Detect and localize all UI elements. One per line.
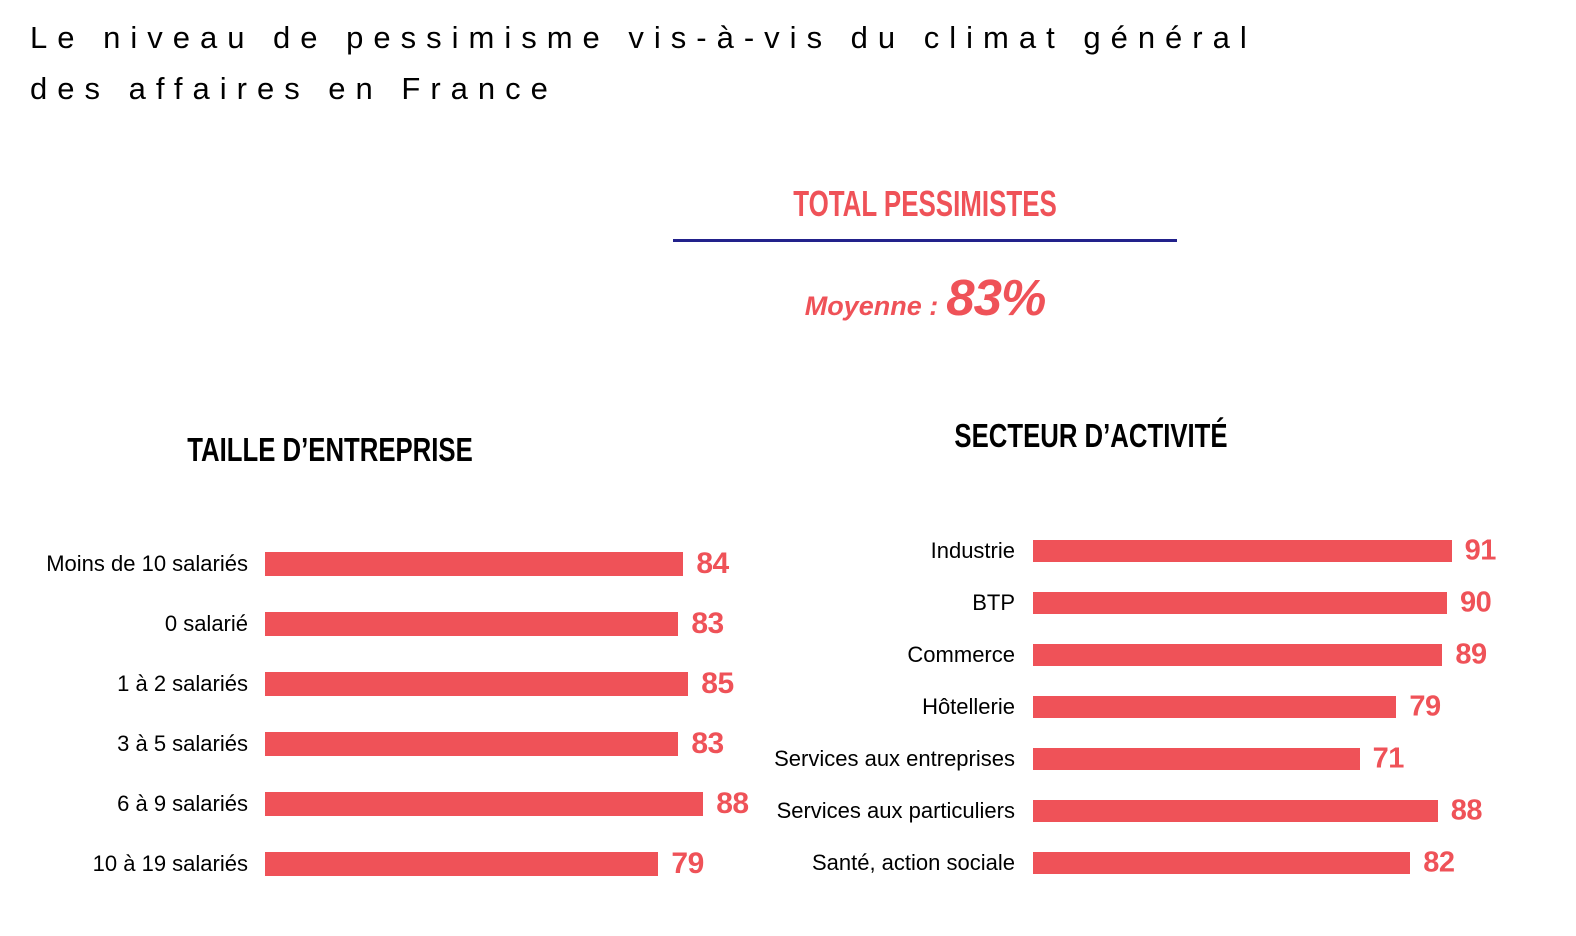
bar-label: Commerce <box>907 642 1015 667</box>
divider-line <box>673 239 1177 242</box>
chart-taille-entreprise: TAILLE D’ENTREPRISE Moins de 10 salariés… <box>30 430 775 894</box>
chart-title-secteur-activite: SECTEUR D’ACTIVITÉ <box>954 417 1228 454</box>
bar-label: Services aux particuliers <box>776 798 1015 823</box>
bar <box>265 852 659 876</box>
bar <box>1033 696 1397 718</box>
bar-row: 3 à 5 salariés 83 <box>30 714 775 774</box>
bar <box>1033 800 1438 822</box>
bar <box>265 612 679 636</box>
bar <box>1033 748 1360 770</box>
average-row: Moyenne : 83% <box>655 268 1195 327</box>
bar <box>265 672 689 696</box>
bar-label: BTP <box>972 590 1015 615</box>
bar-value: 71 <box>1372 742 1405 775</box>
bar-row: Hôtellerie 79 <box>770 681 1570 733</box>
bar <box>265 552 684 576</box>
bar-value: 88 <box>716 787 749 820</box>
bar-label: 1 à 2 salariés <box>117 671 248 696</box>
bar-label: 3 à 5 salariés <box>117 731 248 756</box>
bar-value: 83 <box>691 607 724 640</box>
average-label: Moyenne : <box>804 291 939 321</box>
bar-value: 85 <box>701 667 734 700</box>
bar-label: Services aux entreprises <box>774 746 1015 771</box>
bar-row: 10 à 19 salariés 79 <box>30 834 775 894</box>
bar-row: 6 à 9 salariés 88 <box>30 774 775 834</box>
bar-row: 1 à 2 salariés 85 <box>30 654 775 714</box>
bar-row: Moins de 10 salariés 84 <box>30 534 775 594</box>
bar-row: Commerce 89 <box>770 629 1570 681</box>
bar-row: Industrie 91 <box>770 525 1570 577</box>
bar <box>265 732 679 756</box>
bar-row: Services aux particuliers 88 <box>770 785 1570 837</box>
bar <box>1033 540 1452 562</box>
bar-label: 6 à 9 salariés <box>117 791 248 816</box>
chart-title-taille-entreprise: TAILLE D’ENTREPRISE <box>187 431 473 468</box>
bar-label: 0 salarié <box>164 611 248 636</box>
bar-row: Santé, action sociale 82 <box>770 837 1570 889</box>
bar-label: Moins de 10 salariés <box>46 551 248 576</box>
bar-rows: Moins de 10 salariés 84 0 salarié 83 1 à 2 s… <box>30 534 775 894</box>
bar-label: Industrie <box>930 538 1015 563</box>
bar-value: 79 <box>671 847 704 880</box>
bar-label: Santé, action sociale <box>811 850 1015 875</box>
bar-value: 83 <box>691 727 724 760</box>
page-title-line2: des affaires en France <box>30 71 558 106</box>
bar-value: 82 <box>1423 846 1455 879</box>
bar <box>1033 644 1443 666</box>
bar-value: 84 <box>696 547 729 580</box>
bar-label: Hôtellerie <box>922 694 1015 719</box>
bar-value: 90 <box>1460 586 1492 619</box>
bar <box>1033 852 1411 874</box>
bar-row: Services aux entreprises 71 <box>770 733 1570 785</box>
bar-row: 0 salarié 83 <box>30 594 775 654</box>
page-title: Le niveau de pessimisme vis-à-vis du cli… <box>30 12 1257 114</box>
bar-value: 88 <box>1450 794 1483 827</box>
summary-block: TOTAL PESSIMISTES Moyenne : 83% <box>655 183 1195 327</box>
bar-value: 89 <box>1455 638 1487 671</box>
bar-row: BTP 90 <box>770 577 1570 629</box>
summary-heading: TOTAL PESSIMISTES <box>793 183 1057 224</box>
chart-secteur-activite: SECTEUR D’ACTIVITÉ Industrie 91 BTP 90 Comme… <box>770 416 1570 889</box>
bar-rows: Industrie 91 BTP 90 Commerce 89 Hôtellerie 79 Se… <box>770 525 1570 889</box>
average-value: 83% <box>946 269 1046 326</box>
bar <box>265 792 704 816</box>
page-title-line1: Le niveau de pessimisme vis-à-vis du cli… <box>30 20 1257 55</box>
bar-label: 10 à 19 salariés <box>92 851 248 876</box>
bar-value: 79 <box>1409 690 1441 723</box>
bar <box>1033 592 1447 614</box>
bar-value: 91 <box>1464 534 1497 567</box>
